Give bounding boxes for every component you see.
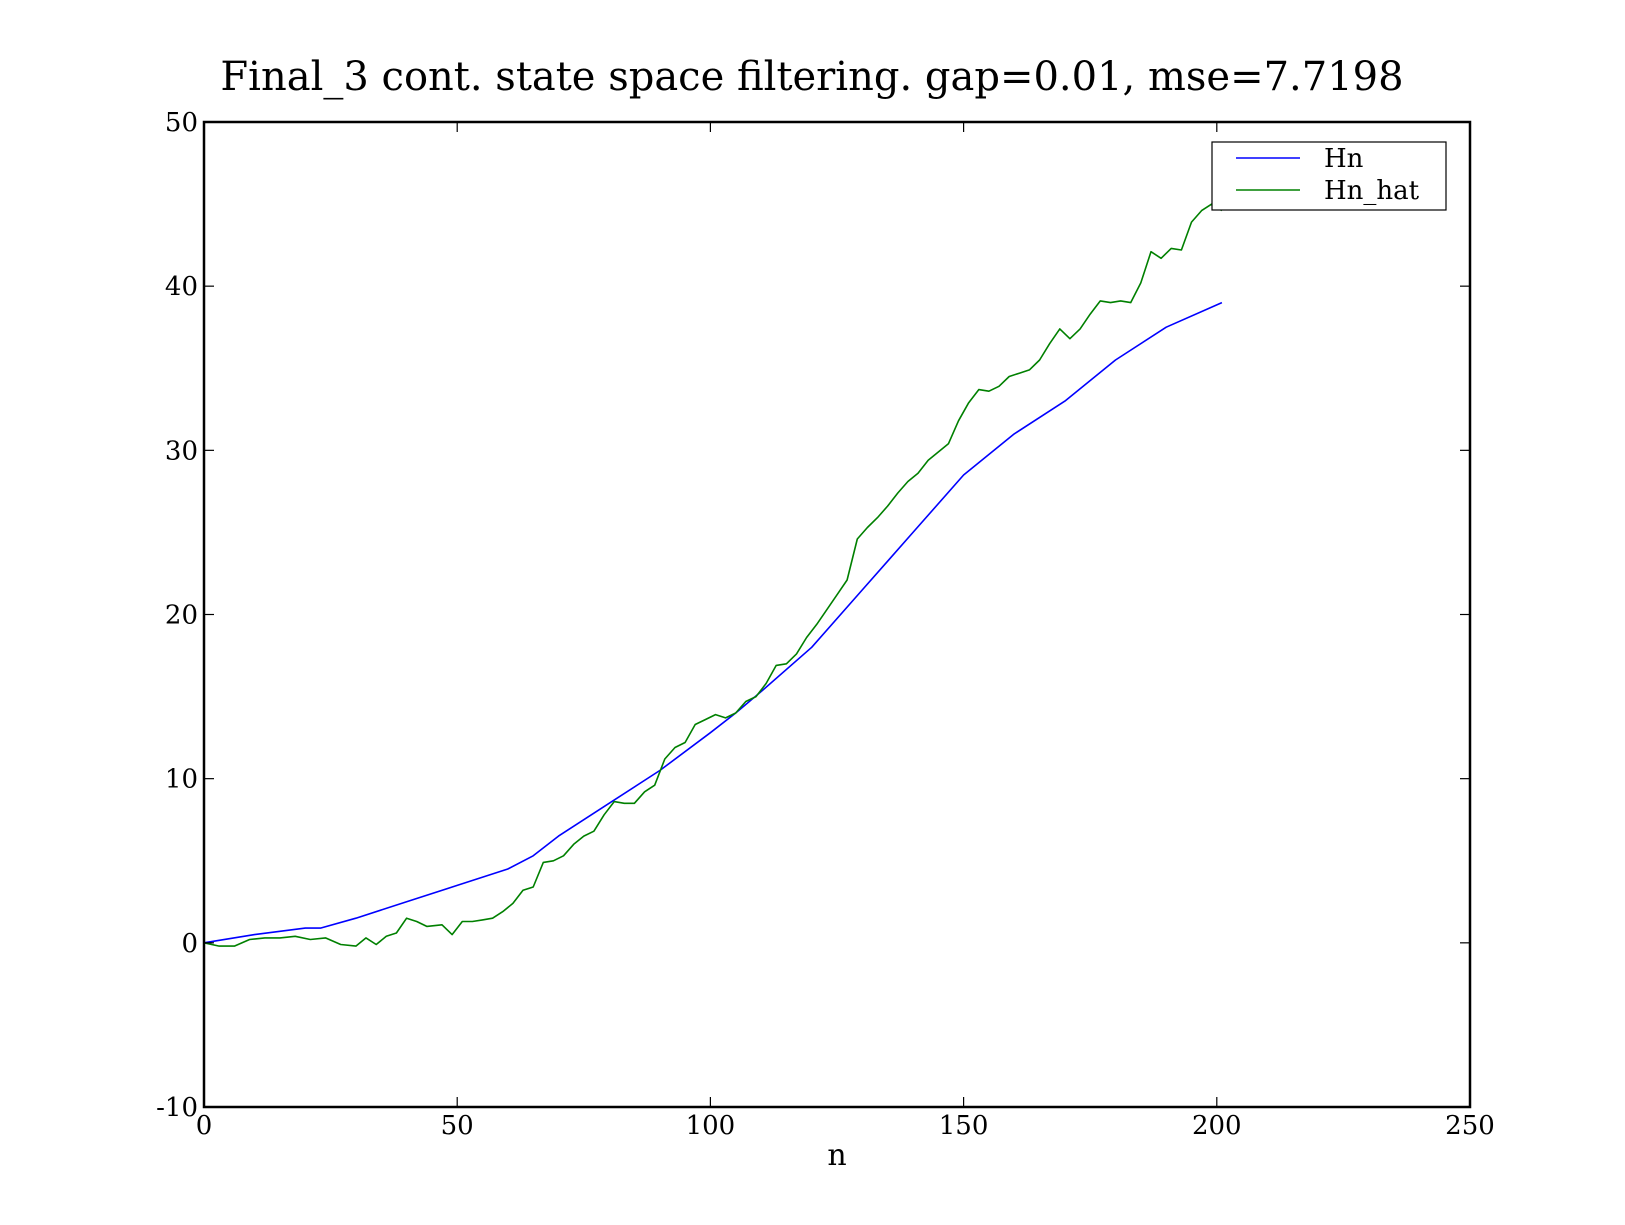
series-line-hn <box>203 301 1223 944</box>
y-tick-label: 0 <box>181 929 198 959</box>
series-line-hn-hat <box>203 203 1223 947</box>
y-tick-label: 10 <box>165 765 198 795</box>
x-tick-label: 100 <box>686 1111 736 1141</box>
x-axis-label: n <box>827 1138 846 1173</box>
plot-area <box>203 203 1223 947</box>
legend-label: Hn <box>1324 144 1364 174</box>
y-tick-label: 30 <box>165 436 198 466</box>
legend-label: Hn_hat <box>1324 176 1420 206</box>
y-tick-label: 20 <box>165 601 198 631</box>
y-tick-label: 40 <box>165 272 198 302</box>
x-tick-label: 0 <box>196 1111 213 1141</box>
y-tick-label: -10 <box>156 1093 198 1123</box>
x-tick-label: 250 <box>1445 1111 1495 1141</box>
legend-box <box>1211 141 1447 211</box>
x-tick-label: 50 <box>441 1111 474 1141</box>
x-tick-label: 150 <box>939 1111 989 1141</box>
x-tick-label: 200 <box>1192 1111 1242 1141</box>
chart-title: Final_3 cont. state space filtering. gap… <box>220 54 1403 100</box>
y-tick-label: 50 <box>165 108 198 138</box>
